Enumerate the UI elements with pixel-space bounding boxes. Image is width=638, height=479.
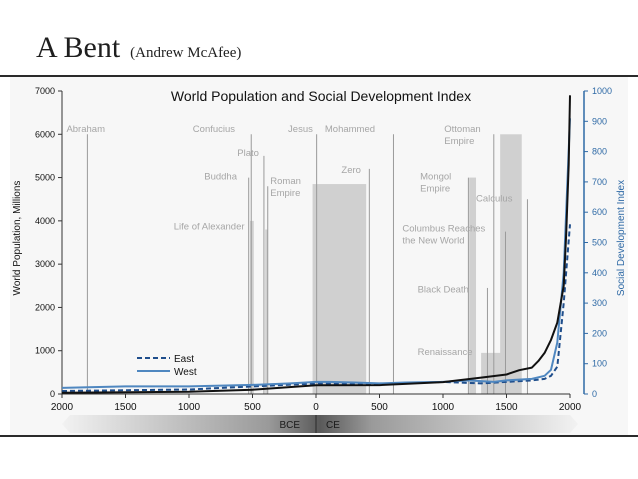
- y-tick-label-right: 500: [592, 238, 607, 248]
- x-tick-label: 500: [371, 402, 388, 413]
- y-tick-label-right: 900: [592, 116, 607, 126]
- x-tick-label: 1500: [495, 402, 518, 413]
- y-tick-label-right: 200: [592, 328, 607, 338]
- x-tick-label: 2000: [51, 402, 74, 413]
- event-bar: [265, 229, 268, 394]
- y-tick-label-right: 600: [592, 207, 607, 217]
- slide-bottom-line: [0, 435, 638, 437]
- event-label: Plato: [237, 148, 259, 159]
- event-bar: [249, 220, 254, 394]
- y-axis-label-left: World Population, Millions: [12, 181, 23, 296]
- event-label: Confucius: [193, 124, 235, 135]
- x-tick-label: 1000: [178, 402, 201, 413]
- y-tick-label-right: 400: [592, 268, 607, 278]
- y-tick-label-left: 2000: [35, 302, 55, 312]
- event-label: Roman Empire: [270, 176, 301, 199]
- event-label: Abraham: [66, 124, 105, 135]
- x-tick-label: 2000: [559, 402, 582, 413]
- y-tick-label-right: 1000: [592, 86, 612, 96]
- x-tick-label: 1500: [114, 402, 137, 413]
- event-label: Calculus: [476, 193, 513, 204]
- slide-title-subtitle: (Andrew McAfee): [130, 45, 242, 61]
- x-tick-label: 1000: [432, 402, 455, 413]
- y-tick-label-right: 300: [592, 298, 607, 308]
- y-tick-label-right: 100: [592, 359, 607, 369]
- y-tick-label-right: 700: [592, 177, 607, 187]
- event-label: Life of Alexander: [174, 222, 245, 233]
- y-tick-label-right: 800: [592, 147, 607, 157]
- y-tick-label-left: 1000: [35, 346, 55, 356]
- y-tick-label-left: 0: [50, 389, 55, 399]
- event-label: Columbus Reaches the New World: [402, 224, 485, 247]
- y-tick-label-left: 7000: [35, 86, 55, 96]
- chart-title: World Population and Social Development …: [171, 88, 471, 104]
- legend: East West: [137, 354, 197, 378]
- y-tick-label-left: 3000: [35, 259, 55, 269]
- slide-title: A Bent (Andrew McAfee): [36, 31, 241, 65]
- event-label: Mohammed: [325, 124, 375, 135]
- slide-title-main: A Bent: [36, 31, 121, 64]
- x-tick-label: 500: [244, 402, 261, 413]
- event-label: Black Death: [418, 284, 469, 295]
- title-divider: [0, 75, 638, 77]
- era-label-ce: CE: [326, 420, 340, 431]
- y-tick-label-left: 4000: [35, 216, 55, 226]
- era-band: [62, 415, 578, 433]
- y-tick-label-left: 6000: [35, 129, 55, 139]
- event-label: Ottoman Empire: [444, 124, 480, 147]
- world-population-line: [61, 95, 571, 394]
- population-sdi-chart: BCE CE Abraham Confucius Plato Buddha Roman E…: [10, 77, 628, 435]
- y-tick-label-right: 0: [592, 389, 597, 399]
- event-label: Renaissance: [418, 347, 473, 358]
- y-tick-label-left: 5000: [35, 173, 55, 183]
- legend-east-label: East: [174, 354, 194, 365]
- event-bar: [312, 184, 367, 394]
- event-label: Jesus: [288, 124, 313, 135]
- event-label: Mongol Empire: [420, 172, 451, 195]
- event-label: Buddha: [204, 172, 237, 183]
- event-label: Zero: [341, 165, 361, 176]
- event-bar: [469, 177, 477, 394]
- x-tick-label: 0: [313, 402, 319, 413]
- y-axis-label-right: Social Development Index: [616, 180, 627, 296]
- era-label-bce: BCE: [279, 420, 300, 431]
- legend-west-label: West: [174, 367, 197, 378]
